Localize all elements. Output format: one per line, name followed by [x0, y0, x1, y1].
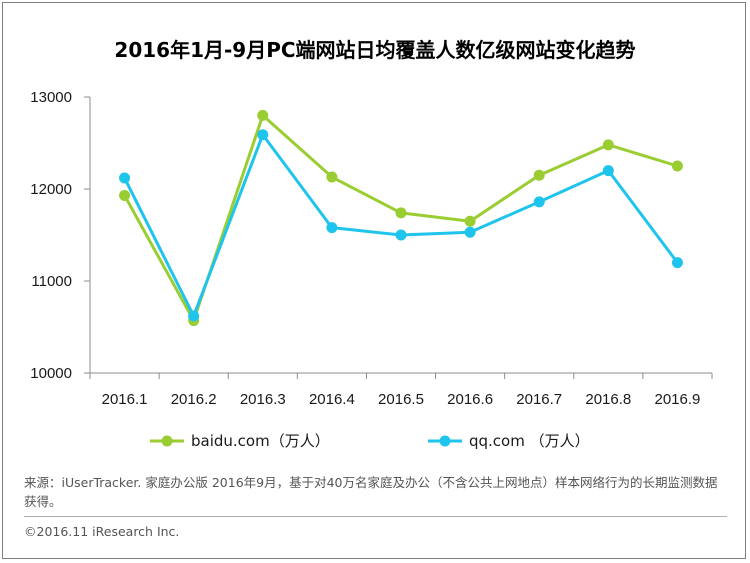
source-note: 来源：iUserTracker. 家庭办公版 2016年9月，基于对40万名家庭…	[24, 475, 718, 509]
x-tick-label: 2016.8	[585, 391, 631, 408]
legend-dot-marker	[439, 435, 451, 447]
x-tick-label: 2016.1	[102, 391, 148, 408]
data-point	[533, 169, 545, 181]
data-point	[395, 207, 407, 219]
x-tick-label: 2016.3	[240, 391, 286, 408]
data-point	[671, 257, 683, 269]
x-tick-label: 2016.7	[516, 391, 562, 408]
y-tick-label: 11000	[31, 273, 72, 290]
data-point	[602, 139, 614, 151]
copyright-text: ©2016.11 iResearch Inc.	[24, 524, 180, 539]
legend-label: qq.com （万人）	[469, 432, 590, 450]
data-point	[395, 229, 407, 241]
legend-dot-marker	[161, 435, 173, 447]
data-point	[464, 226, 476, 238]
data-point	[326, 222, 338, 234]
legend: baidu.com（万人） qq.com （万人）	[150, 432, 590, 450]
legend-label: baidu.com（万人）	[191, 432, 330, 450]
x-tick-label: 2016.9	[654, 391, 700, 408]
y-tick-label: 13000	[30, 89, 72, 106]
series-qq	[119, 129, 683, 322]
data-point	[326, 171, 338, 183]
data-point	[602, 165, 614, 177]
x-tick-label: 2016.4	[309, 391, 355, 408]
x-tick-label: 2016.2	[171, 391, 217, 408]
series-layer	[119, 109, 683, 327]
y-tick-label: 12000	[30, 181, 72, 198]
axes: 10000 11000 12000 13000 2016.1 2016.2 2016.3 20…	[30, 89, 713, 408]
y-tick-label: 10000	[30, 365, 72, 382]
chart-title: 2016年1月-9月PC端网站日均覆盖人数亿级网站变化趋势	[114, 38, 635, 62]
data-point	[188, 310, 200, 322]
data-point	[533, 196, 545, 208]
footer-divider	[24, 516, 727, 517]
data-point	[257, 109, 269, 121]
data-point	[671, 160, 683, 172]
data-point	[119, 189, 131, 201]
x-tick-label: 2016.5	[378, 391, 424, 408]
data-point	[119, 172, 131, 184]
x-tick-label: 2016.6	[447, 391, 493, 408]
data-point	[257, 129, 269, 141]
data-point	[464, 215, 476, 227]
legend-item-qq: qq.com （万人）	[428, 432, 590, 450]
legend-item-baidu: baidu.com（万人）	[150, 432, 330, 450]
series-line	[123, 133, 679, 318]
